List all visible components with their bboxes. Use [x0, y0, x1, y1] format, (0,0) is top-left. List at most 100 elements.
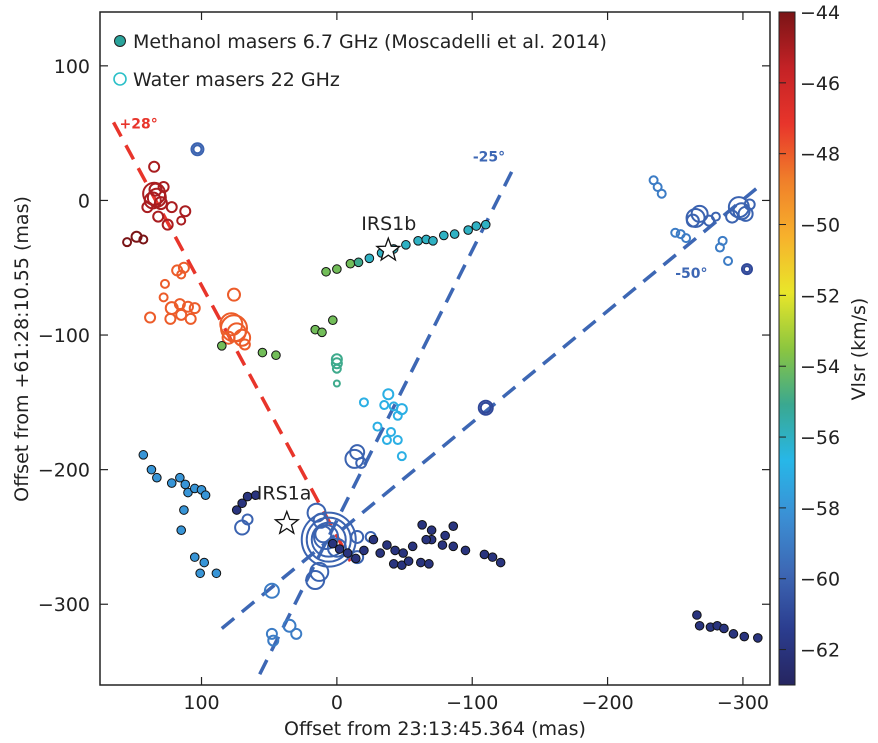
methanol-maser-point [176, 525, 187, 536]
colorbar-tick-label: −60 [800, 569, 840, 591]
methanol-maser-point [321, 266, 331, 277]
methanol-maser-point [692, 610, 702, 620]
methanol-maser-point [271, 350, 281, 361]
water-maser-point [305, 570, 326, 591]
water-maser-point [300, 511, 357, 568]
water-maser-point [122, 237, 133, 248]
legend-marker-water [113, 72, 127, 86]
methanol-maser-point [175, 472, 185, 483]
methanol-maser-point [449, 229, 460, 239]
methanol-maser-point [728, 629, 739, 639]
water-maser-point [396, 451, 407, 462]
water-maser-point [184, 312, 197, 325]
plot-frame [99, 11, 771, 686]
water-maser-point [192, 144, 203, 155]
colorbar-ticks: −44 −46 −48 −50 −52 −54 −56 −58 −60 −62 [779, 2, 840, 662]
water-maser-point [241, 513, 254, 526]
methanol-maser-point [382, 540, 392, 550]
methanol-maser-point [463, 225, 473, 235]
methanol-maser-point [217, 341, 227, 351]
colorbar-tick-label: −62 [800, 640, 840, 662]
methanol-maser-point [353, 257, 364, 268]
methanol-maser-point [359, 545, 369, 556]
colorbar-tick-label: −50 [800, 215, 840, 237]
colorbar-tick-label: −52 [800, 285, 840, 307]
water-maser-point [176, 215, 187, 226]
methanol-maser-point [421, 534, 432, 545]
methanol-maser-point [390, 545, 400, 556]
water-maser-point [267, 634, 280, 647]
methanol-maser-point [413, 236, 423, 246]
line-label: -50° [675, 266, 707, 282]
methanol-maser-point [415, 557, 426, 568]
water-maser-point [310, 521, 347, 558]
methanol-maser-point [479, 549, 490, 560]
legend-marker-methanol [114, 35, 126, 47]
x-tick-label: −100 [446, 692, 498, 714]
x-tick-label: 0 [331, 692, 343, 714]
water-maser-point [479, 401, 492, 414]
water-maser-point [740, 263, 753, 276]
methanol-maser-point [753, 633, 763, 643]
methanol-maser-point [152, 472, 162, 483]
water-maser-point [227, 287, 241, 302]
water-maser-point [153, 196, 168, 211]
methanol-maser-point [428, 236, 438, 246]
water-maser-point [681, 233, 692, 244]
methanol-maser-point [138, 450, 149, 460]
methanol-maser-point [694, 620, 705, 631]
legend-label-methanol: Methanol masers 6.7 GHz (Moscadelli et a… [133, 31, 607, 53]
methanol-maser-point [426, 525, 437, 536]
methanol-maser-point [328, 315, 338, 326]
methanol-maser-point [364, 253, 375, 264]
colorbar-tick-label: −48 [800, 144, 840, 166]
water-maser-point [265, 627, 278, 640]
methanol-maser-point [368, 534, 379, 545]
water-maser-point [144, 311, 157, 324]
water-maser-point [725, 209, 740, 224]
water-maser-point [158, 292, 169, 303]
water-maser-point [238, 338, 251, 351]
water-maser-point [221, 330, 236, 345]
water-maser-point [176, 269, 187, 280]
methanol-maser-point [739, 631, 750, 642]
methanol-maser-point [237, 498, 247, 509]
water-maser-point [330, 357, 343, 370]
water-maser-point [477, 399, 494, 416]
water-maser-point [685, 213, 700, 228]
methanol-maser-point [345, 258, 356, 269]
methanol-maser-point [401, 240, 411, 250]
water-maser-point [179, 205, 192, 218]
maser-points [122, 142, 763, 647]
methanol-maser-point [332, 264, 342, 274]
methanol-maser-point [242, 491, 253, 502]
methanol-maser-point [448, 521, 459, 531]
methanol-maser-point [471, 221, 482, 231]
water-maser-point [379, 400, 390, 411]
water-maser-point [263, 582, 280, 599]
water-maser-point [190, 142, 205, 157]
water-maser-point [358, 397, 369, 408]
colorbar-tick-label: −58 [800, 498, 840, 520]
methanol-maser-point [166, 478, 177, 488]
water-maser-point [138, 234, 149, 245]
water-maser-point [350, 529, 365, 544]
methanol-maser-point [480, 219, 491, 230]
water-maser-point [157, 180, 170, 193]
methanol-maser-point [417, 520, 427, 530]
x-tick-label: −300 [717, 692, 769, 714]
methanol-maser-point [250, 490, 261, 501]
methanol-maser-point [424, 559, 434, 569]
water-maser-point [159, 278, 170, 289]
methanol-maser-point [719, 623, 729, 634]
star-label: IRS1b [361, 213, 416, 235]
water-maser-point [714, 242, 725, 253]
star-label: IRS1a [257, 482, 312, 504]
methanol-maser-point [189, 552, 200, 562]
y-tick-label: −100 [38, 325, 90, 347]
y-axis-label: Offset from +61:28:10.55 (mas) [11, 196, 33, 502]
line-label: -25° [473, 149, 505, 165]
methanol-maser-point [440, 530, 450, 541]
water-maser-point [332, 379, 341, 388]
